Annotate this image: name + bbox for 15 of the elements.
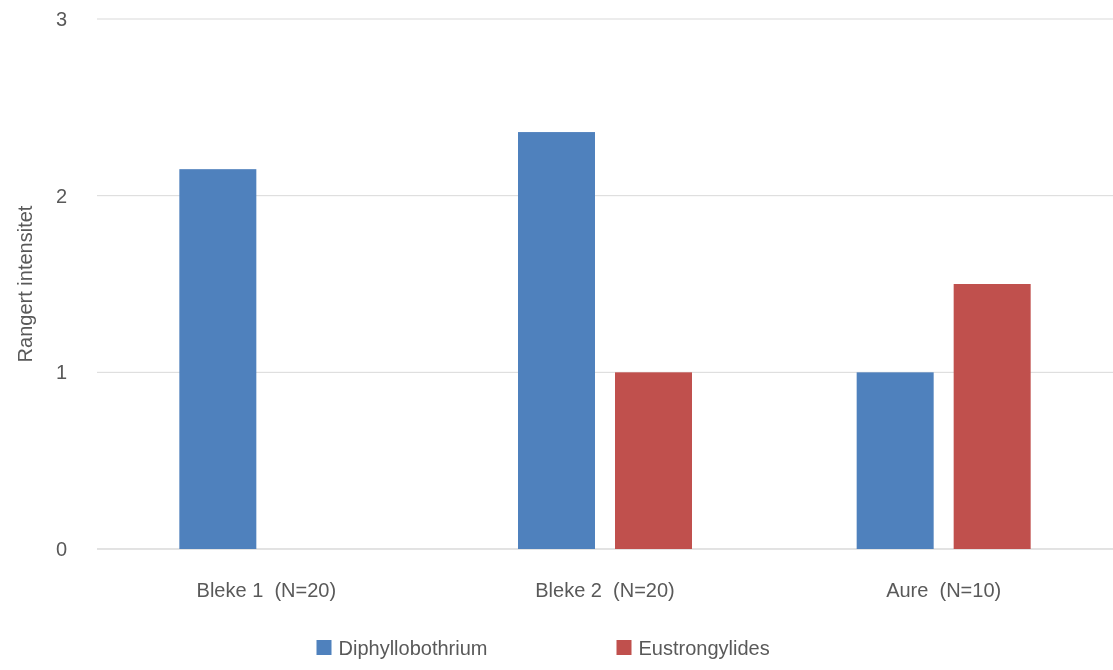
- bar: [615, 372, 692, 549]
- x-tick-label: Bleke 2 (N=20): [535, 579, 675, 601]
- bar: [179, 169, 257, 549]
- y-tick-label: 2: [55, 184, 67, 207]
- bar: [518, 132, 595, 549]
- y-tick-label: 0: [55, 538, 67, 560]
- y-tick-label: 1: [55, 361, 67, 384]
- legend-label: Diphyllobothrium: [338, 637, 488, 659]
- y-axis-title: Rangert intensitet: [14, 205, 36, 363]
- y-tick-label: 3: [55, 8, 67, 30]
- x-tick-label: Aure (N=10): [886, 579, 1002, 601]
- bar: [953, 284, 1031, 549]
- legend-label: Eustrongylides: [638, 637, 770, 659]
- bar: [856, 372, 934, 549]
- x-tick-label: Bleke 1 (N=20): [196, 579, 337, 601]
